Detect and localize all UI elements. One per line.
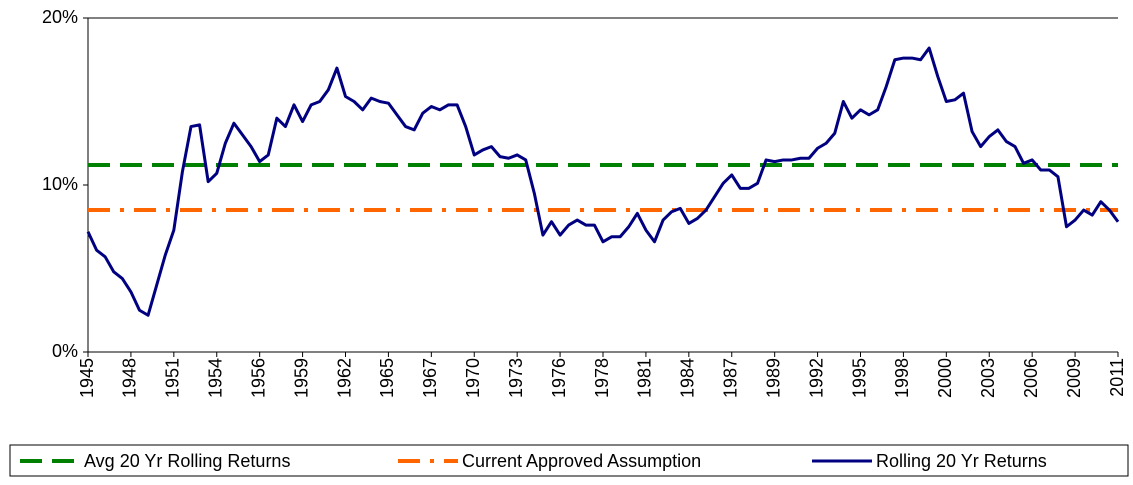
- series-line: [86, 46, 1120, 317]
- x-tick-label: 1992: [806, 358, 826, 398]
- x-tick-label: 1981: [635, 358, 655, 398]
- x-tick-label: 1954: [206, 358, 226, 398]
- x-tick-label: 1989: [763, 358, 783, 398]
- x-tick-label: 2000: [935, 358, 955, 398]
- legend-label: Avg 20 Yr Rolling Returns: [84, 451, 290, 471]
- x-tick-label: 1962: [334, 358, 354, 398]
- x-tick-label: 1945: [77, 358, 97, 398]
- x-tick-label: 1973: [506, 358, 526, 398]
- x-tick-label: 1998: [892, 358, 912, 398]
- x-tick-label: 2006: [1021, 358, 1041, 398]
- y-tick-label: 20%: [42, 7, 78, 27]
- x-tick-label: 1967: [420, 358, 440, 398]
- x-tick-label: 1995: [849, 358, 869, 398]
- x-tick-label: 1978: [592, 358, 612, 398]
- x-tick-label: 1956: [248, 358, 268, 398]
- x-tick-label: 1976: [549, 358, 569, 398]
- x-tick-label: 1984: [678, 358, 698, 398]
- y-tick-label: 10%: [42, 174, 78, 194]
- x-tick-label: 1970: [463, 358, 483, 398]
- x-tick-label: 1987: [721, 358, 741, 398]
- legend-box: [9, 444, 1129, 477]
- x-tick-label: 2009: [1064, 358, 1084, 398]
- legend-label: Rolling 20 Yr Returns: [876, 451, 1047, 471]
- legend-label: Current Approved Assumption: [462, 451, 701, 471]
- y-tick-label: 0%: [52, 341, 78, 361]
- x-tick-label: 1951: [163, 358, 183, 398]
- x-tick-label: 1948: [120, 358, 140, 398]
- x-tick-label: 2003: [978, 358, 998, 398]
- x-tick-label: 2011: [1107, 358, 1127, 397]
- x-tick-label: 1965: [377, 358, 397, 398]
- x-tick-label: 1959: [291, 358, 311, 398]
